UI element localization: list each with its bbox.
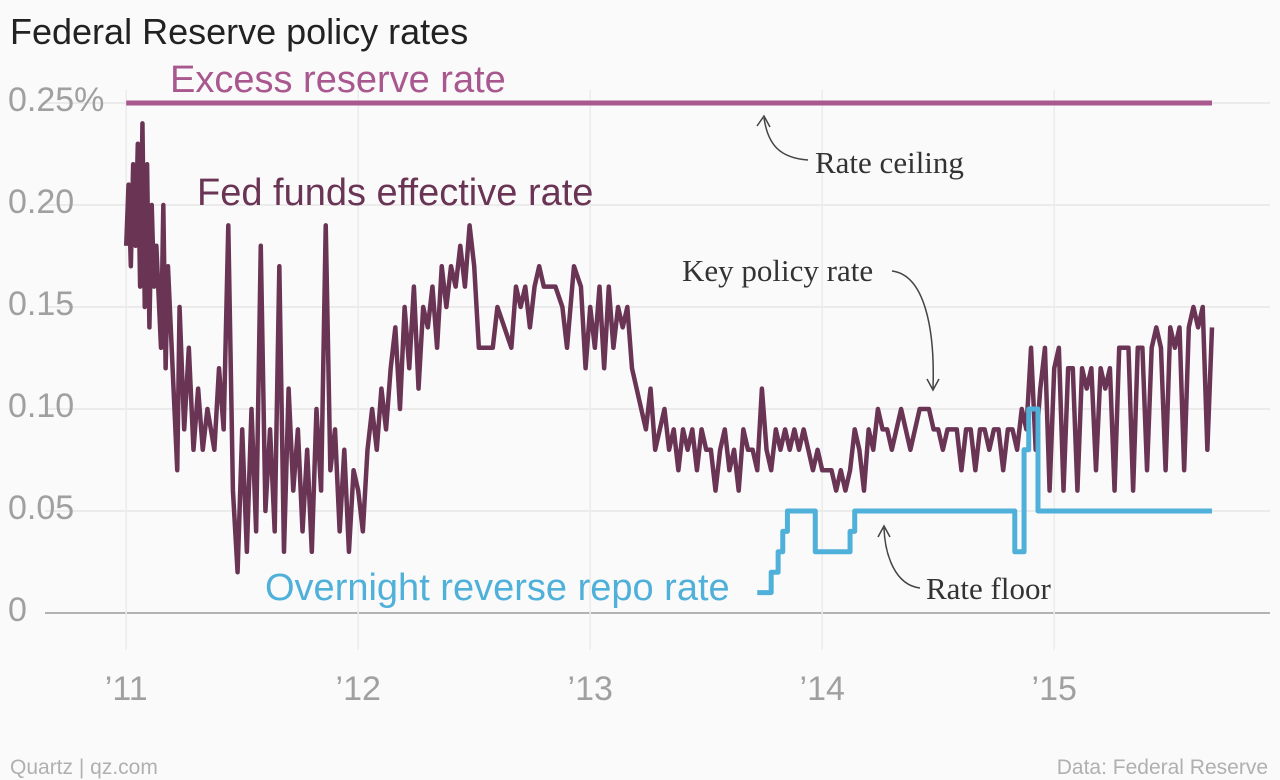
credit: Quartz | qz.com bbox=[10, 756, 158, 779]
arrow-head bbox=[756, 114, 771, 128]
x-tick-label: ’12 bbox=[336, 670, 381, 708]
y-tick-label: 0.20 bbox=[8, 183, 74, 221]
source: Data: Federal Reserve bbox=[1057, 756, 1268, 779]
y-tick-label: 0 bbox=[8, 591, 27, 629]
series-label: Excess reserve rate bbox=[170, 59, 506, 101]
x-tick-label: ’15 bbox=[1032, 670, 1077, 708]
annotation: Key policy rate bbox=[682, 253, 873, 288]
annotation: Rate floor bbox=[926, 571, 1051, 606]
arrow-head bbox=[877, 524, 891, 538]
y-tick-label: 0.05 bbox=[8, 489, 74, 527]
chart-title: Federal Reserve policy rates bbox=[10, 11, 468, 52]
x-tick-label: ’14 bbox=[800, 670, 845, 708]
series-line bbox=[123, 121, 1215, 575]
arrow-head bbox=[926, 378, 940, 392]
arrow bbox=[891, 270, 934, 389]
arrow bbox=[763, 117, 809, 161]
y-tick-label: 0.25% bbox=[8, 81, 104, 119]
annotation: Rate ceiling bbox=[815, 145, 964, 180]
lines bbox=[123, 100, 1215, 596]
y-tick-label: 0.15 bbox=[8, 285, 74, 323]
x-tick-label: ’11 bbox=[105, 670, 148, 708]
y-tick-label: 0.10 bbox=[8, 387, 74, 425]
series-line bbox=[757, 406, 1212, 596]
x-tick-label: ’13 bbox=[568, 670, 613, 708]
series-label: Fed funds effective rate bbox=[197, 172, 593, 214]
annotation-arrows bbox=[756, 114, 940, 589]
arrow bbox=[883, 527, 921, 589]
series-label: Overnight reverse repo rate bbox=[265, 567, 730, 609]
